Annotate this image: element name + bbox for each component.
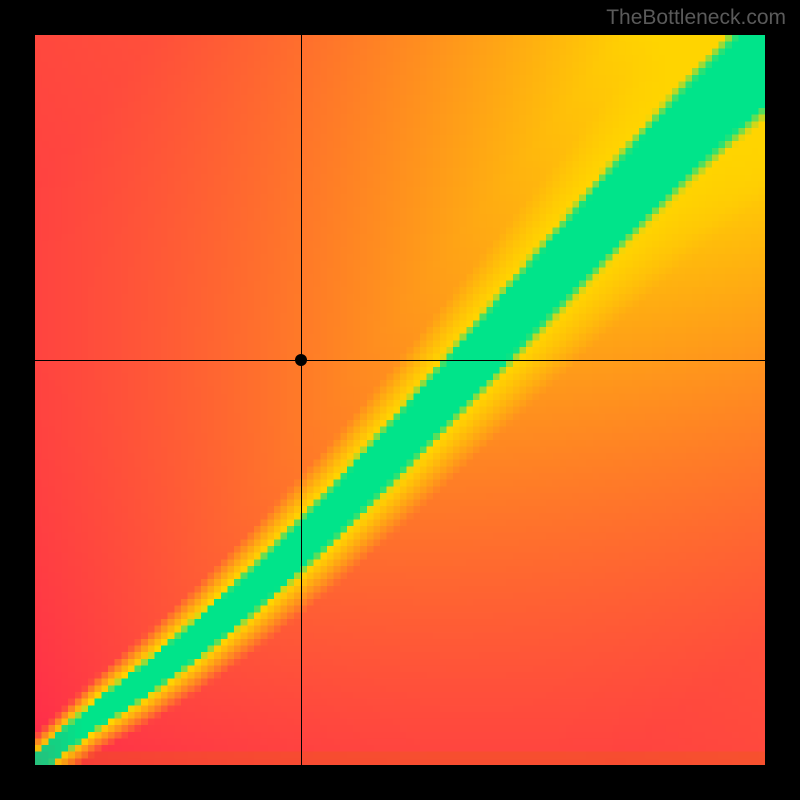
heatmap-canvas (35, 35, 765, 765)
plot-area (35, 35, 765, 765)
crosshair-marker (295, 354, 307, 366)
watermark-text: TheBottleneck.com (606, 6, 786, 30)
crosshair-horizontal (35, 360, 765, 361)
chart-container: TheBottleneck.com (0, 0, 800, 800)
crosshair-vertical (301, 35, 302, 765)
